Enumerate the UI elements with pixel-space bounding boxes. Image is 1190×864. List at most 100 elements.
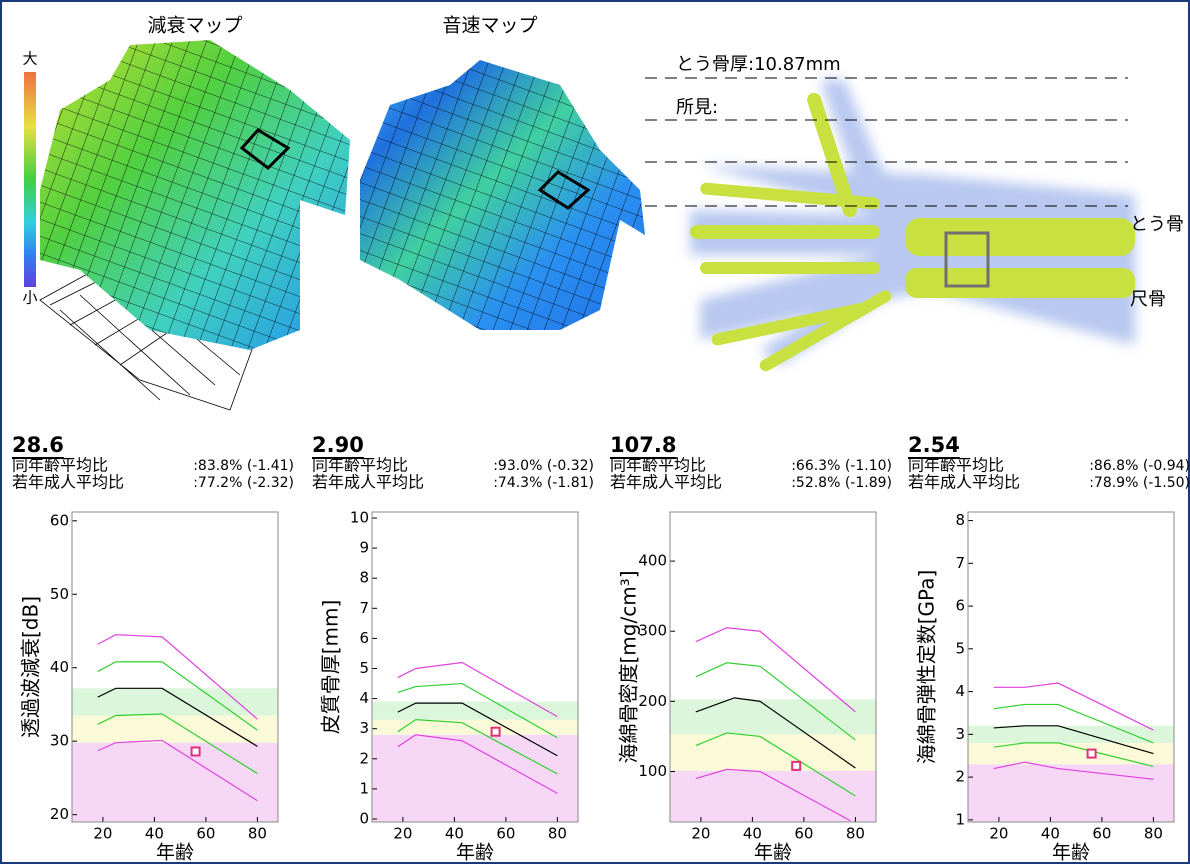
- reference-band: [72, 715, 278, 743]
- reference-band: [372, 719, 578, 735]
- x-tick-label: 20: [691, 825, 710, 843]
- y-tick-label: 8: [359, 569, 369, 587]
- stat-label: 若年成人平均比: [12, 473, 124, 492]
- x-axis-label: 年齢: [1052, 842, 1090, 864]
- reference-band: [72, 688, 278, 716]
- y-tick-label: 60: [50, 511, 69, 529]
- y-tick-label: 2: [359, 749, 369, 767]
- reference-line: [397, 719, 558, 775]
- findings-label: 所見:: [676, 97, 718, 118]
- reference-line: [397, 702, 558, 757]
- x-tick-label: 40: [145, 825, 164, 843]
- x-tick-label: 60: [1092, 825, 1111, 843]
- stat-label: 同年齢平均比: [12, 456, 108, 475]
- stat-value: :78.9% (-1.50): [1089, 475, 1190, 491]
- stat-label: 同年齢平均比: [610, 456, 706, 475]
- reference-line: [97, 739, 258, 802]
- y-tick-label: 300: [638, 622, 667, 640]
- y-tick-label: 2: [955, 768, 965, 786]
- reference-line: [993, 742, 1154, 767]
- stat-label: 若年成人平均比: [610, 473, 722, 492]
- bone-label: 尺骨: [1130, 289, 1166, 310]
- y-axis-label: 透過波減衰[dB]: [19, 596, 43, 738]
- scale-label: 小: [22, 289, 37, 307]
- stat-label: 若年成人平均比: [908, 473, 1020, 492]
- reference-line: [695, 768, 851, 822]
- y-tick-label: 8: [955, 511, 965, 529]
- x-tick-label: 80: [846, 825, 865, 843]
- plot-border: [371, 511, 579, 823]
- bone-label: とう骨: [1130, 214, 1184, 235]
- x-tick-label: 80: [1144, 825, 1163, 843]
- plot-border: [967, 511, 1175, 823]
- stat-value: :66.3% (-1.10): [791, 458, 892, 474]
- reference-line: [397, 661, 558, 718]
- y-tick-label: 50: [50, 585, 69, 603]
- x-tick-label: 80: [248, 825, 267, 843]
- y-tick-label: 100: [638, 762, 667, 780]
- color-scale: [24, 72, 36, 287]
- y-tick-label: 5: [955, 639, 965, 657]
- reference-band: [372, 734, 578, 822]
- reference-band: [670, 734, 876, 771]
- plot-border: [669, 511, 877, 823]
- y-tick-label: 6: [955, 597, 965, 615]
- x-tick-label: 20: [93, 825, 112, 843]
- y-tick-label: 6: [359, 629, 369, 647]
- stat-value: :52.8% (-1.89): [791, 475, 892, 491]
- value-heading: 2.54: [908, 433, 960, 457]
- reference-band: [72, 742, 278, 822]
- patient-marker: [791, 760, 802, 771]
- x-tick-label: 80: [548, 825, 567, 843]
- stat-label: 若年成人平均比: [312, 473, 424, 492]
- reference-line: [993, 725, 1154, 755]
- reference-line: [993, 682, 1154, 731]
- y-tick-label: 1: [955, 810, 965, 828]
- reference-band: [968, 764, 1174, 822]
- reference-band: [670, 699, 876, 735]
- reference-line: [97, 661, 258, 731]
- attenuation-map: [39, 40, 350, 411]
- x-tick-label: 40: [743, 825, 762, 843]
- reference-band: [968, 725, 1174, 743]
- y-tick-label: 40: [50, 658, 69, 676]
- y-tick-label: 7: [359, 599, 369, 617]
- reference-line: [695, 627, 856, 713]
- x-tick-label: 60: [196, 825, 215, 843]
- y-tick-label: 3: [359, 719, 369, 737]
- map-title: 減衰マップ: [147, 15, 242, 37]
- y-tick-label: 7: [955, 554, 965, 572]
- y-axis-label: 皮質骨厚[mm]: [319, 600, 343, 735]
- stat-value: :83.8% (-1.41): [193, 458, 294, 474]
- y-tick-label: 400: [638, 552, 667, 570]
- x-tick-label: 20: [393, 825, 412, 843]
- reference-line: [695, 662, 856, 741]
- x-tick-label: 60: [794, 825, 813, 843]
- hand-diagram: [690, 80, 1135, 372]
- reference-line: [993, 761, 1154, 780]
- stat-label: 同年齢平均比: [312, 456, 408, 475]
- stat-value: :93.0% (-0.32): [493, 458, 594, 474]
- y-tick-label: 0: [359, 809, 369, 827]
- reference-line: [97, 687, 258, 747]
- reference-line: [993, 703, 1154, 744]
- y-tick-label: 4: [955, 682, 965, 700]
- x-axis-label: 年齢: [754, 842, 792, 864]
- reference-line: [397, 682, 558, 739]
- y-tick-label: 1: [359, 779, 369, 797]
- patient-marker: [190, 746, 201, 757]
- y-axis-label: 海綿骨弾性定数[GPa]: [915, 570, 939, 765]
- y-tick-label: 30: [50, 732, 69, 750]
- stat-value: :77.2% (-2.32): [193, 475, 294, 491]
- reference-band: [670, 770, 876, 822]
- x-tick-label: 20: [989, 825, 1008, 843]
- y-axis-label: 海綿骨密度[mg/cm³]: [617, 570, 641, 763]
- y-tick-label: 4: [359, 689, 369, 707]
- x-tick-label: 40: [1041, 825, 1060, 843]
- y-tick-label: 10: [350, 509, 369, 527]
- patient-marker: [1086, 748, 1097, 759]
- y-tick-label: 200: [638, 692, 667, 710]
- y-tick-label: 5: [359, 659, 369, 677]
- y-tick-label: 20: [50, 805, 69, 823]
